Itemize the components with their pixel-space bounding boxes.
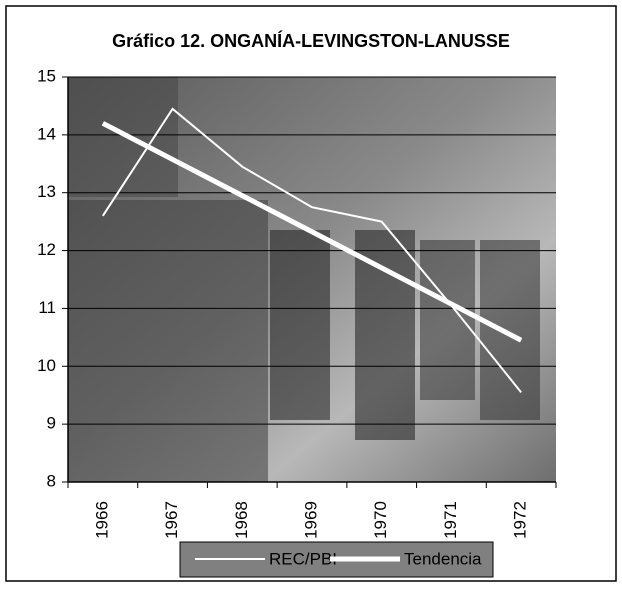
y-tick-label: 11 — [38, 298, 56, 317]
legend-label: REC/PBI — [269, 549, 337, 568]
x-tick-label: 1970 — [371, 501, 390, 539]
plot-background — [68, 77, 556, 482]
x-tick-label: 1971 — [441, 501, 460, 539]
legend-label: Tendencia — [404, 549, 482, 568]
y-tick-label: 15 — [37, 66, 56, 85]
y-tick-label: 14 — [37, 124, 56, 143]
y-tick-label: 9 — [47, 414, 56, 433]
y-tick-label: 12 — [37, 240, 56, 259]
x-tick-label: 1967 — [162, 501, 181, 539]
chart: Gráfico 12. ONGANÍA-LEVINGSTON-LANUSSE 8… — [0, 0, 622, 587]
x-tick-label: 1968 — [232, 501, 251, 539]
x-tick-label: 1969 — [301, 501, 320, 539]
y-tick-label: 8 — [47, 471, 56, 490]
x-tick-label: 1972 — [511, 501, 530, 539]
y-tick-label: 13 — [37, 182, 56, 201]
y-tick-label: 10 — [37, 356, 56, 375]
chart-title: Gráfico 12. ONGANÍA-LEVINGSTON-LANUSSE — [112, 30, 510, 51]
x-tick-label: 1966 — [92, 501, 111, 539]
